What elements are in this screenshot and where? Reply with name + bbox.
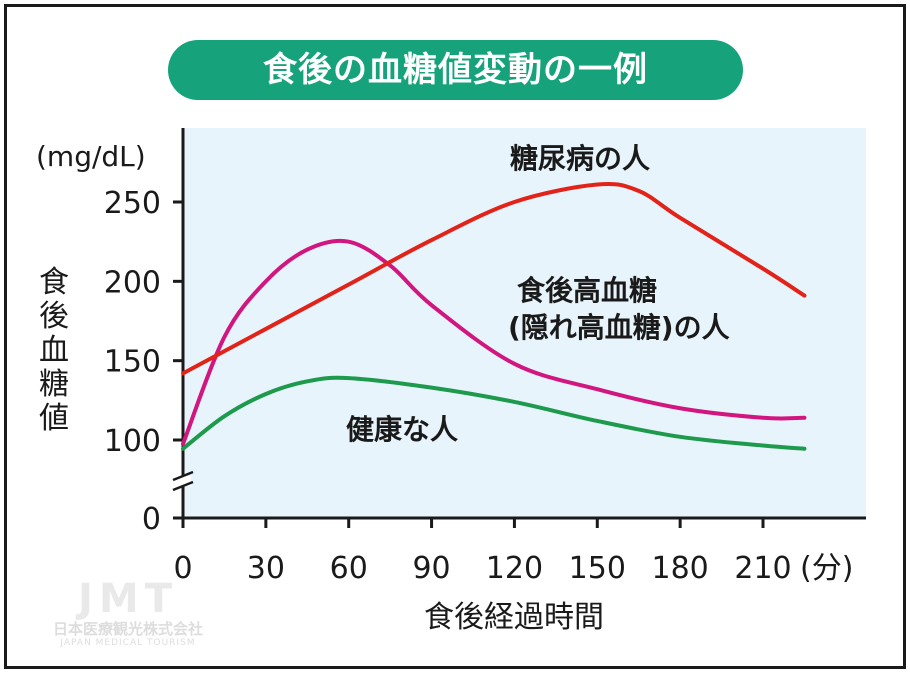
y-axis: 0 100 150 200 250 xyxy=(104,128,194,537)
x-tick-label: 180 xyxy=(652,551,709,586)
y-tick-label: 0 xyxy=(142,502,161,537)
x-tick-label: 60 xyxy=(330,551,368,586)
watermark-logo: JMT xyxy=(78,576,178,622)
x-axis-title: 食後経過時間 xyxy=(424,600,604,635)
series-label-1: 食後高血糖 xyxy=(517,274,657,307)
series-label-1: (隠れ高血糖)の人 xyxy=(508,311,730,344)
series-group xyxy=(181,181,807,451)
series-line-1 xyxy=(181,238,807,446)
x-tick-label: 0 xyxy=(173,551,192,586)
x-tick-label: 90 xyxy=(412,551,450,586)
y-axis-title: 食後血糖値 xyxy=(39,265,69,436)
y-tick-label: 250 xyxy=(104,186,161,221)
x-tick-label: 210 xyxy=(734,551,791,586)
x-tick-label: 120 xyxy=(486,551,543,586)
y-axis-unit: (mg/dL) xyxy=(36,140,146,173)
x-axis: 0 30 60 90 120 150 180 210 xyxy=(173,516,866,586)
x-tick-label: 30 xyxy=(247,551,285,586)
y-axis-break-gap xyxy=(175,476,191,486)
y-tick-label: 150 xyxy=(104,345,161,380)
series-line-2 xyxy=(181,375,807,451)
y-tick-label: 100 xyxy=(104,424,161,459)
watermark-subtitle: JAPAN MEDICAL TOURISM xyxy=(60,638,196,648)
y-tick-label: 200 xyxy=(104,265,161,300)
plot-background xyxy=(183,128,866,518)
chart-title: 食後の血糖値変動の一例 xyxy=(168,40,743,100)
series-line-0 xyxy=(181,181,807,376)
series-label-2: 健康な人 xyxy=(346,413,458,446)
series-label-0: 糖尿病の人 xyxy=(510,142,650,175)
y-axis-break-mark xyxy=(172,480,194,492)
watermark: JMT 日本医療観光株式会社 JAPAN MEDICAL TOURISM xyxy=(18,578,238,649)
x-axis-unit: (分) xyxy=(800,551,853,586)
watermark-company-name: 日本医療観光株式会社 xyxy=(52,620,203,638)
y-axis-break-mark xyxy=(172,470,194,482)
x-tick-label: 150 xyxy=(569,551,626,586)
